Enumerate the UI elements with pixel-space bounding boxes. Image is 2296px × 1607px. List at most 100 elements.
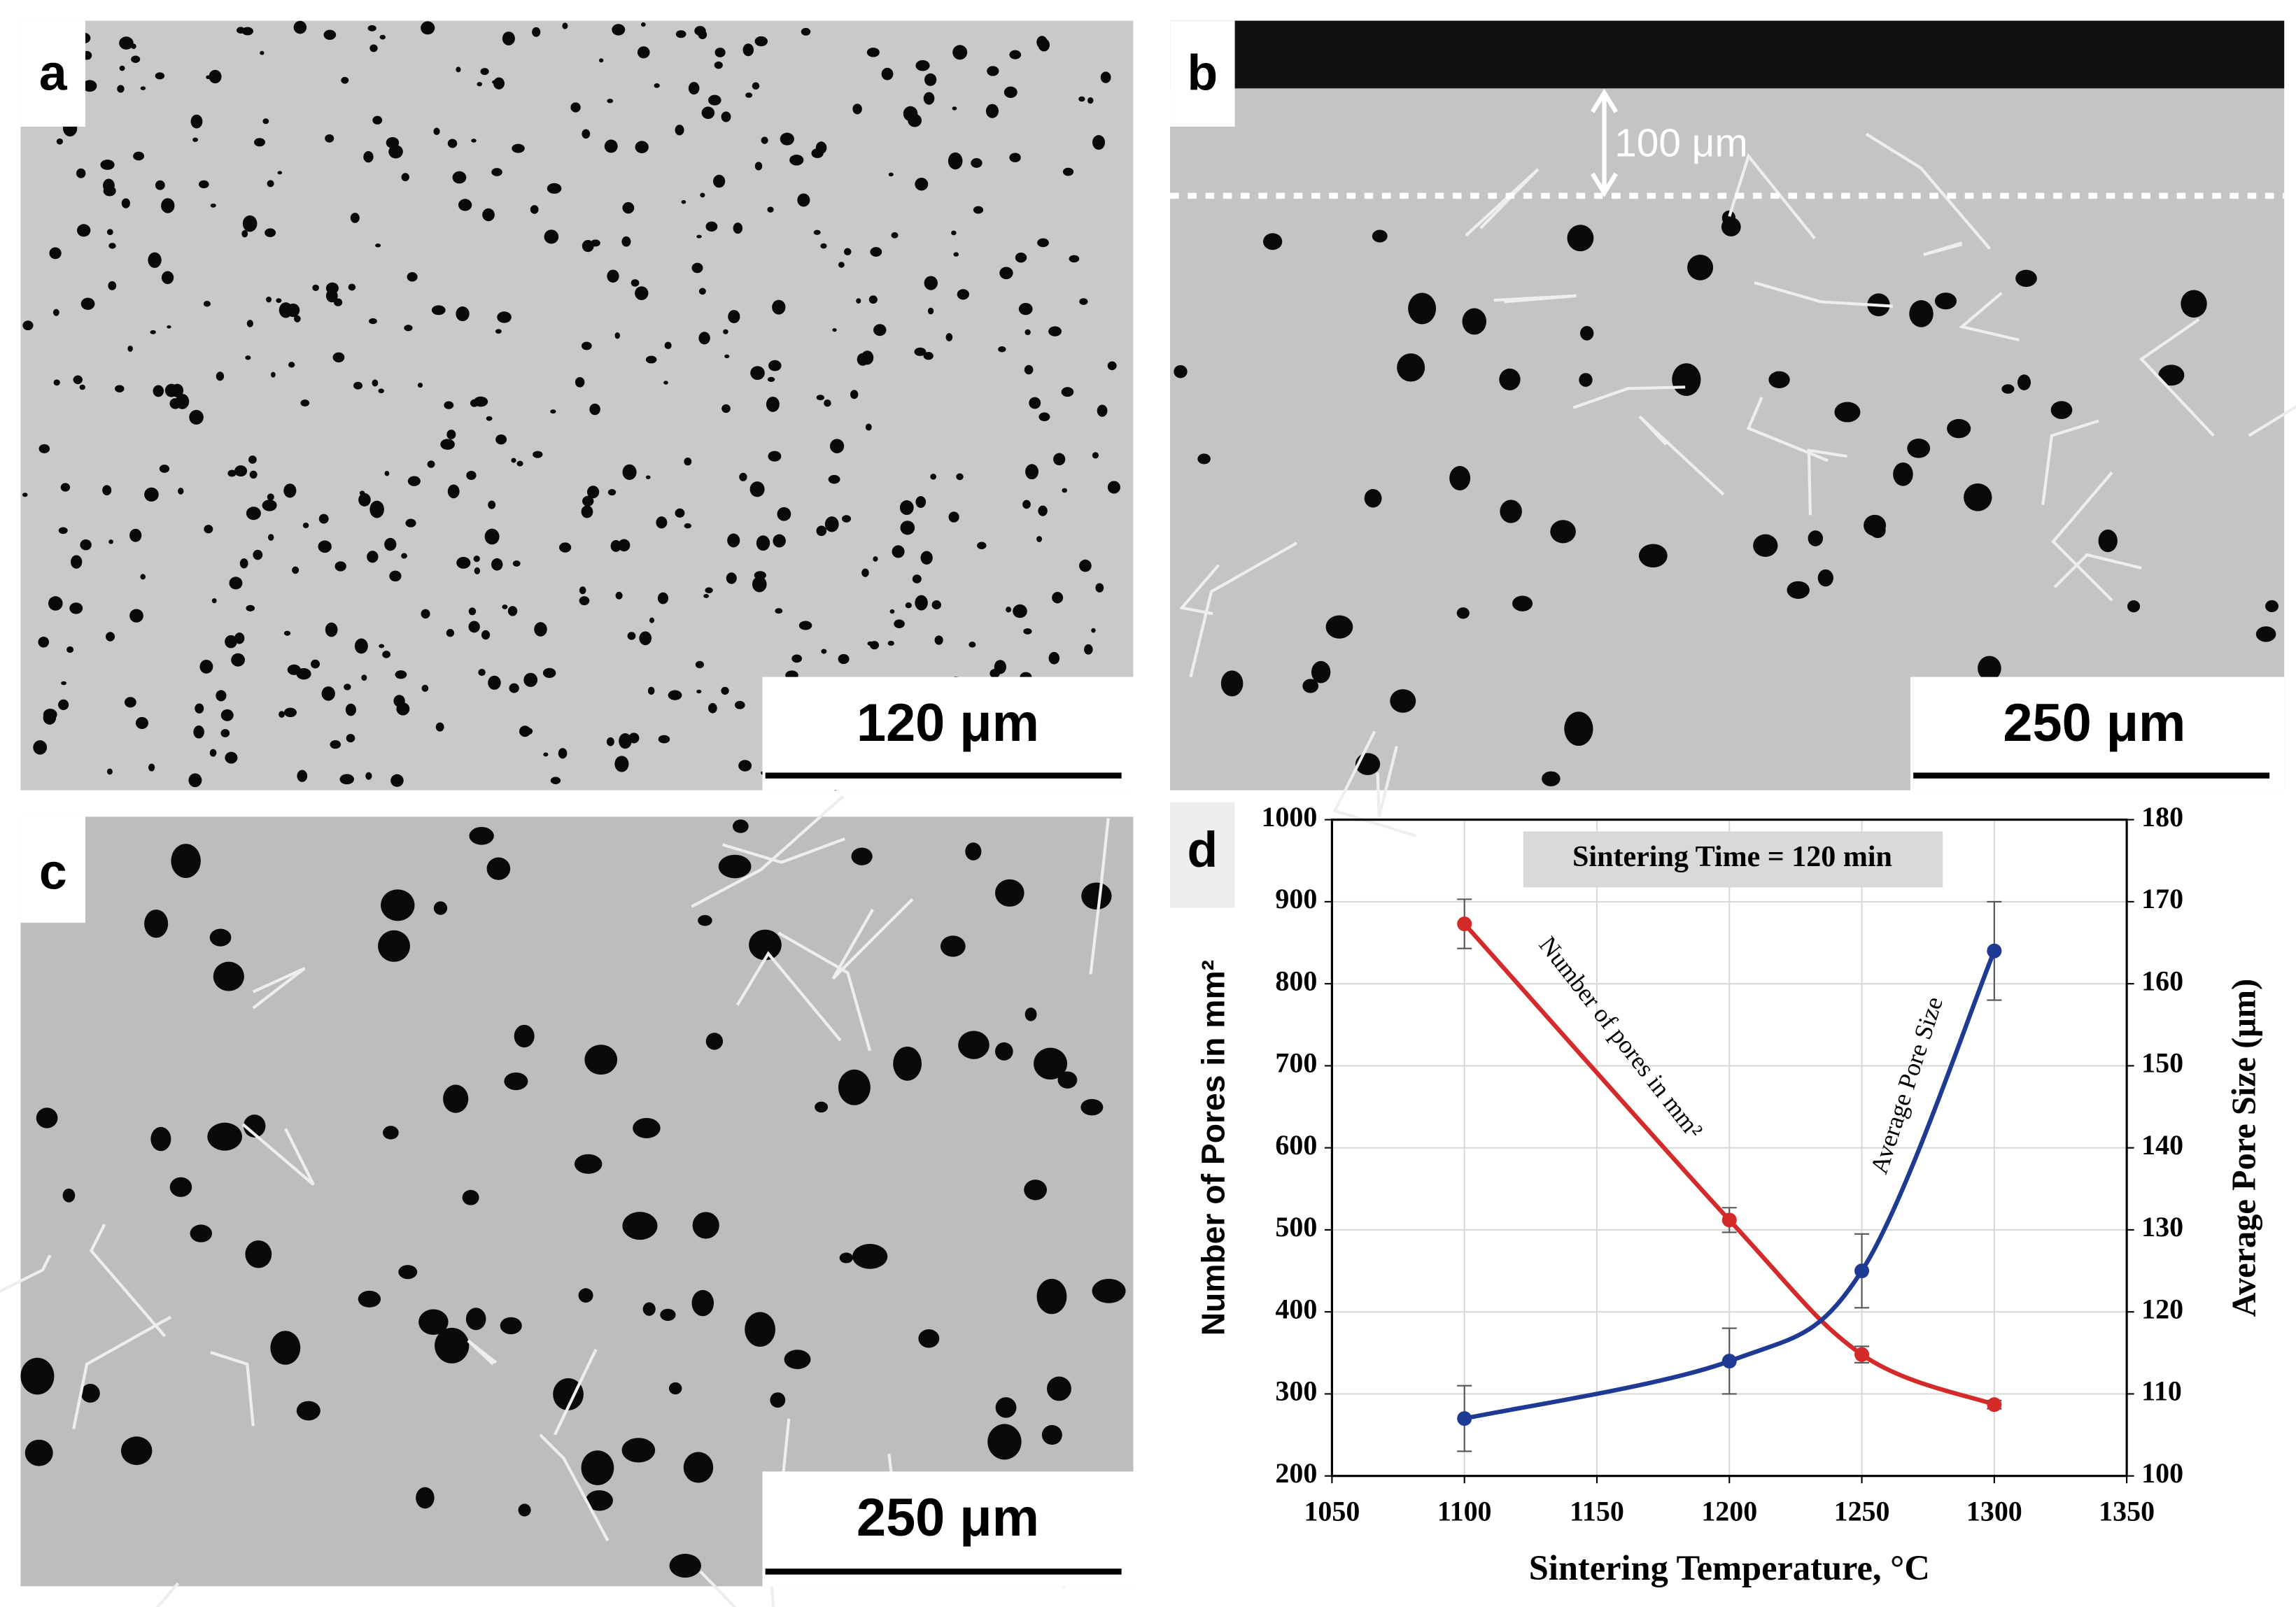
pore	[76, 168, 86, 178]
pore	[708, 94, 721, 106]
pore	[266, 296, 272, 303]
pore	[852, 1243, 888, 1269]
pore	[488, 675, 501, 690]
pore	[768, 451, 782, 462]
pore	[696, 234, 702, 239]
pore	[1934, 292, 1957, 310]
pore	[815, 1101, 829, 1113]
pore	[657, 592, 669, 604]
annotation: Sintering Time = 120 min	[1572, 841, 1892, 873]
pore	[606, 737, 614, 746]
pore	[22, 320, 34, 331]
y2-tick-label: 170	[2141, 883, 2183, 914]
x-tick-label: 1150	[1570, 1496, 1624, 1527]
pore	[824, 516, 839, 532]
pore	[283, 483, 297, 498]
pore	[144, 487, 159, 502]
pore	[277, 171, 283, 175]
pore	[447, 139, 458, 148]
pore	[914, 347, 927, 356]
pore	[1302, 679, 1319, 693]
pore	[482, 208, 495, 222]
pore	[1869, 523, 1886, 539]
pore	[241, 27, 253, 36]
pore	[396, 702, 410, 716]
pore	[934, 635, 943, 645]
y2-tick-label: 150	[2141, 1047, 2183, 1079]
pore	[469, 826, 494, 845]
pore	[491, 558, 503, 571]
pore	[615, 591, 623, 600]
pore	[940, 935, 966, 957]
pore	[1053, 453, 1066, 466]
pore	[1080, 1098, 1104, 1116]
pore	[129, 609, 143, 623]
pore	[206, 75, 211, 80]
pore	[816, 525, 827, 537]
grain-boundary	[467, 1339, 498, 1366]
pore	[332, 352, 345, 362]
data-point	[1457, 916, 1472, 932]
pore	[254, 138, 265, 147]
pore	[705, 221, 718, 232]
pore	[243, 1114, 266, 1138]
pore	[727, 533, 740, 548]
pore	[581, 1450, 614, 1485]
pore	[108, 281, 117, 290]
pore	[443, 1084, 469, 1113]
pore	[918, 1329, 940, 1348]
grain-boundary	[72, 1315, 172, 1429]
pore	[924, 73, 937, 86]
pore	[188, 773, 202, 788]
pore	[1006, 607, 1012, 613]
pore	[207, 1122, 242, 1151]
pore	[695, 660, 704, 669]
pore	[701, 106, 715, 120]
pore	[578, 1288, 593, 1303]
pore	[312, 284, 319, 291]
pore	[681, 199, 686, 204]
pore	[140, 86, 146, 90]
pore	[241, 229, 248, 238]
pore	[253, 549, 263, 560]
grain-boundary	[691, 795, 845, 908]
pore	[633, 1117, 661, 1138]
panel-label: d	[1187, 822, 1218, 878]
pore	[108, 243, 116, 249]
pore	[645, 355, 657, 364]
grain-boundary	[554, 1348, 598, 1436]
pore	[493, 77, 505, 90]
pore	[2015, 269, 2037, 288]
pore	[473, 555, 480, 562]
pore	[842, 515, 852, 523]
pore	[649, 617, 655, 623]
pore	[969, 642, 976, 648]
pore	[732, 819, 749, 833]
pore	[957, 289, 969, 300]
y2-tick-label: 160	[2141, 965, 2183, 996]
pore	[639, 631, 652, 646]
pore	[1037, 238, 1049, 248]
pore	[279, 302, 293, 318]
pore	[622, 464, 637, 481]
pore	[1062, 167, 1074, 176]
pore	[225, 635, 237, 649]
pore	[547, 183, 562, 194]
pore	[881, 67, 894, 80]
pore	[2127, 600, 2141, 613]
pore	[58, 527, 68, 535]
pore	[525, 728, 533, 735]
pore	[645, 475, 651, 479]
pore	[705, 1033, 724, 1050]
pore	[401, 553, 407, 559]
pore	[2265, 600, 2279, 613]
pore	[998, 346, 1006, 353]
scale-box	[1910, 677, 2285, 791]
pore	[1087, 97, 1094, 104]
pore	[574, 1154, 603, 1174]
pore	[948, 152, 963, 170]
pore	[584, 1045, 618, 1075]
pore	[562, 22, 568, 29]
pore	[245, 355, 251, 360]
pore	[1024, 364, 1034, 375]
